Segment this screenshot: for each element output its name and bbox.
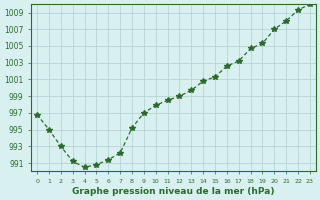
X-axis label: Graphe pression niveau de la mer (hPa): Graphe pression niveau de la mer (hPa) [72, 187, 275, 196]
